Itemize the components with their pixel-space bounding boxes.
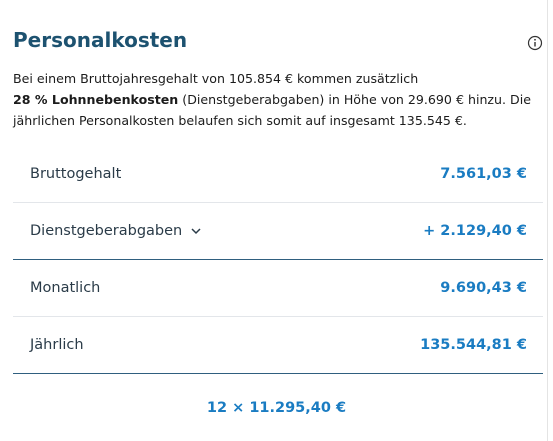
row-value: 9.690,43 € xyxy=(440,280,527,296)
label-text: Bruttogehalt xyxy=(30,166,122,182)
row-label: Bruttogehalt xyxy=(30,166,121,182)
row-value: 7.561,03 € xyxy=(440,166,527,182)
row: Bruttogehalt 7.561,03 € xyxy=(13,146,543,203)
intro-text: Bei einem Bruttojahresgehalt von 105.854… xyxy=(13,71,419,86)
intro-bold: 28 % Lohnnebenkosten xyxy=(13,92,179,107)
row: Jährlich 135.544,81 € xyxy=(13,317,543,374)
row-label: Jährlich xyxy=(30,337,84,353)
label-text: Monatlich xyxy=(30,280,101,296)
row-value: + 2.129,40 € xyxy=(423,223,527,239)
info-icon[interactable] xyxy=(527,35,543,51)
label-text: Dienstgeberabgaben xyxy=(30,223,183,239)
label-text: Jährlich xyxy=(30,337,84,353)
chevron-icon xyxy=(191,228,201,235)
row-expandable[interactable]: Dienstgeberabgaben + 2.129,40 € xyxy=(13,203,543,260)
row-label: Monatlich xyxy=(30,280,100,296)
row-label: Dienstgeberabgaben xyxy=(30,223,202,239)
title: Personalkosten xyxy=(13,28,188,52)
intro-text: (Dienstgeberabgaben) in Höhe von 29.690 … xyxy=(13,92,531,128)
row: Monatlich 9.690,43 € xyxy=(13,260,543,317)
row-value: 135.544,81 € xyxy=(420,337,527,353)
footer: 12 × 11.295,40 € xyxy=(206,400,347,416)
intro: Bei einem Bruttojahresgehalt von 105.854… xyxy=(13,68,538,131)
